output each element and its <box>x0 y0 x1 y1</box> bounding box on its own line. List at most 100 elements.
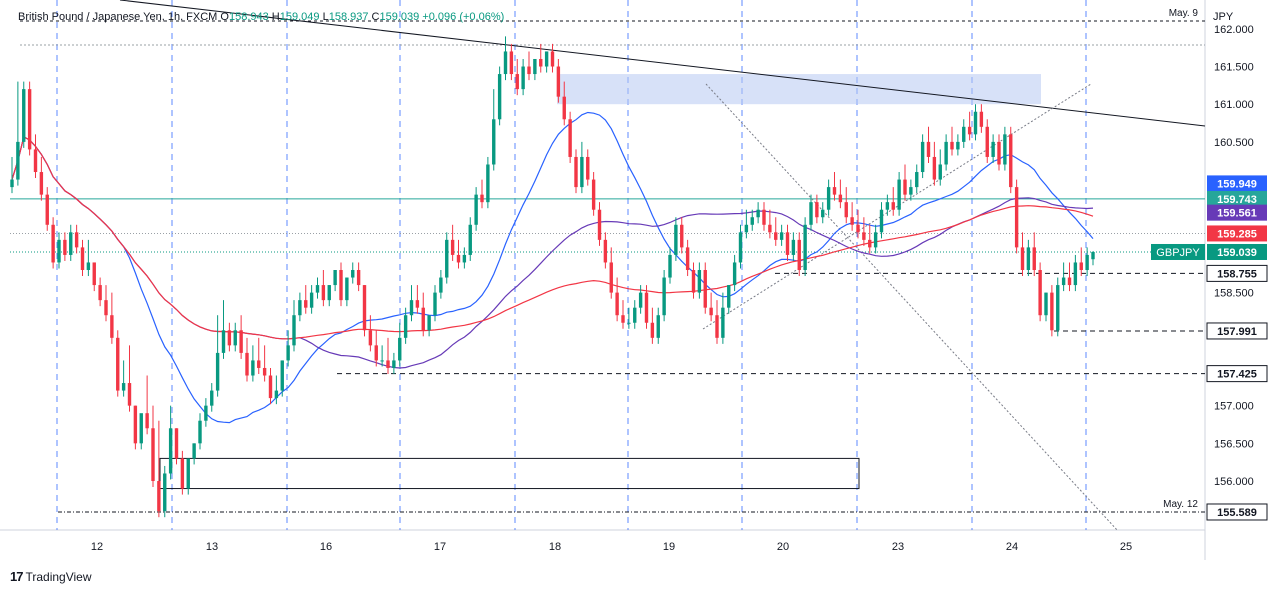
candle-body-168 <box>997 141 1001 165</box>
candle-body-174 <box>1032 247 1036 270</box>
bottom-date-label: May. 12 <box>1163 499 1198 510</box>
candle-body-184 <box>1091 251 1095 260</box>
candle-body-142 <box>844 202 848 218</box>
descending-dotted-line <box>705 83 1119 532</box>
candle-body-145 <box>862 232 866 240</box>
candle-body-21 <box>133 405 138 444</box>
candle-body-67 <box>403 315 408 338</box>
candle-body-32 <box>198 420 202 444</box>
candle-body-181 <box>1073 262 1078 286</box>
candle-body-125 <box>744 224 749 233</box>
candle-body-118 <box>703 270 707 308</box>
candle-body-183 <box>1085 254 1089 270</box>
candle-body-139 <box>826 187 831 210</box>
price-tick-3: 160.500 <box>1214 137 1254 149</box>
x-tick-1: 13 <box>206 541 218 553</box>
candle-body-31 <box>192 443 196 459</box>
candle-body-86 <box>515 74 519 90</box>
change-value: +0.096 (+0.06%) <box>422 11 505 23</box>
candle-body-9 <box>63 239 67 255</box>
candle-body-26 <box>163 473 167 512</box>
x-tick-6: 20 <box>777 541 789 553</box>
price-tick-0: 162.000 <box>1214 24 1254 36</box>
candle-body-27 <box>168 428 173 474</box>
candle-body-104 <box>621 315 625 323</box>
candle-body-34 <box>210 390 214 406</box>
symbol-header: British Pound / Japanese Yen, 1h, FXCM O… <box>18 11 504 23</box>
candle-body-135 <box>803 224 807 270</box>
candle-body-6 <box>45 194 49 225</box>
candle-body-131 <box>779 232 784 240</box>
price-badge-2: 159.561 <box>1217 208 1257 220</box>
candle-body-175 <box>1038 270 1042 316</box>
candle-body-115 <box>685 247 690 270</box>
price-badge-bg-4 <box>1207 243 1267 260</box>
candle-body-1 <box>16 141 20 180</box>
candle-body-17 <box>110 315 114 338</box>
candle-body-117 <box>697 270 702 293</box>
open-value: 158.943 <box>228 11 269 23</box>
candle-body-182 <box>1079 262 1083 270</box>
candle-body-179 <box>1061 277 1066 286</box>
candle-body-100 <box>597 209 602 240</box>
candle-body-107 <box>638 292 643 308</box>
candle-body-120 <box>715 315 719 338</box>
candle-body-171 <box>1014 187 1019 248</box>
price-tick-8: 156.000 <box>1214 476 1254 488</box>
candle-body-48 <box>292 315 296 346</box>
candle-body-61 <box>368 330 373 346</box>
candle-body-59 <box>356 270 361 286</box>
candle-body-113 <box>674 224 678 255</box>
candle-body-119 <box>709 307 713 316</box>
candle-body-83 <box>497 74 502 120</box>
candle-body-76 <box>456 254 461 263</box>
candle-body-68 <box>409 300 414 316</box>
candle-body-159 <box>944 141 948 165</box>
candle-body-90 <box>539 58 543 67</box>
price-badge-bg-8 <box>1206 503 1268 521</box>
open-label: O <box>220 11 229 23</box>
candle-body-163 <box>967 126 972 135</box>
tradingview-brand[interactable]: 17 TradingView <box>10 569 92 584</box>
candle-body-158 <box>938 164 942 180</box>
candle-body-45 <box>274 390 279 399</box>
candle-body-153 <box>909 187 913 195</box>
candle-body-98 <box>586 156 590 180</box>
candle-body-130 <box>774 232 778 240</box>
price-tick-1: 161.500 <box>1214 62 1254 74</box>
candle-body-47 <box>286 345 290 361</box>
candle-body-64 <box>386 360 390 368</box>
candle-body-134 <box>797 239 801 270</box>
candle-body-95 <box>568 119 572 157</box>
candle-body-10 <box>69 232 73 255</box>
price-badge-1: 159.743 <box>1217 194 1257 206</box>
demand-zone <box>159 457 860 490</box>
high-label: H <box>271 11 280 23</box>
candle-body-55 <box>333 270 337 286</box>
candle-body-71 <box>427 315 431 331</box>
x-tick-9: 25 <box>1120 541 1132 553</box>
candle-body-51 <box>309 292 314 308</box>
candle-body-30 <box>186 458 190 489</box>
candle-body-105 <box>627 322 631 324</box>
price-badge-0: 159.949 <box>1217 178 1257 190</box>
candle-body-94 <box>562 96 566 120</box>
candle-body-123 <box>732 262 737 286</box>
candle-body-22 <box>139 413 143 444</box>
price-badge-8: 155.589 <box>1217 507 1257 519</box>
price-badge-bg-5 <box>1206 264 1268 282</box>
candle-body-7 <box>51 224 55 263</box>
candle-body-109 <box>650 322 655 338</box>
candle-body-41 <box>251 360 255 376</box>
candle-body-56 <box>339 270 343 301</box>
candle-body-11 <box>74 232 79 248</box>
candle-body-103 <box>615 292 619 316</box>
tradingview-name: TradingView <box>25 569 92 584</box>
price-badge-bg-3 <box>1207 225 1267 242</box>
candle-body-44 <box>268 375 273 399</box>
candle-body-97 <box>580 156 584 188</box>
candle-body-151 <box>897 179 901 210</box>
candle-body-28 <box>174 428 179 459</box>
